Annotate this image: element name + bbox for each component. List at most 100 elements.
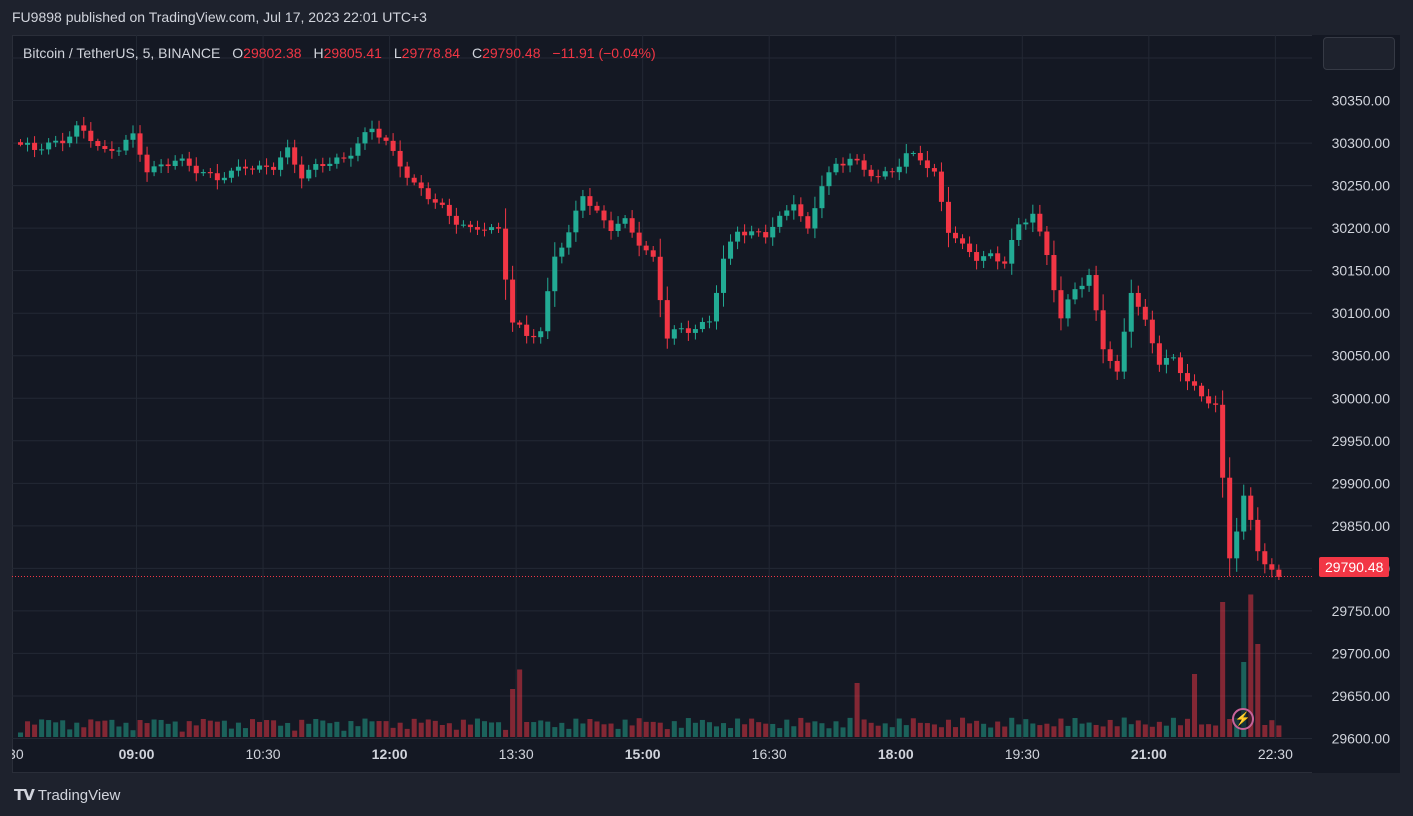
volume-bar <box>967 723 973 737</box>
candle-body <box>903 153 909 167</box>
price-tick-label: 30050.00 <box>1332 348 1391 364</box>
volume-bar <box>46 720 52 737</box>
volume-bar <box>334 721 340 737</box>
candle-body <box>418 182 424 189</box>
volume-bar <box>728 728 734 737</box>
candle-body <box>1149 319 1155 344</box>
time-tick-label: 16:30 <box>752 746 787 762</box>
candle-body <box>770 226 776 238</box>
brand[interactable]: 𝗧𝗩 TradingView <box>14 786 120 805</box>
volume-bar <box>636 718 642 737</box>
candle-body <box>1276 569 1282 577</box>
candle-body <box>151 166 157 173</box>
candle-body <box>629 218 635 233</box>
time-tick-label: 09:00 <box>119 746 155 762</box>
volume-bar <box>1135 720 1141 737</box>
candle-body <box>1206 396 1212 404</box>
volume-bar <box>200 718 206 737</box>
price-tick-label: 29950.00 <box>1332 433 1391 449</box>
candle-body <box>685 328 691 333</box>
volume-bar <box>453 729 459 737</box>
volume-bar <box>1262 725 1268 737</box>
candle-body <box>545 291 551 332</box>
candle-body <box>952 232 959 239</box>
volume-bar <box>1023 719 1029 737</box>
candle-body <box>1163 357 1169 365</box>
candle-body <box>264 165 270 167</box>
candle-body <box>875 176 881 178</box>
volume-bar <box>517 669 523 737</box>
candle-body <box>81 125 87 131</box>
candles[interactable] <box>18 116 1282 581</box>
volume-bar <box>481 721 488 737</box>
volume-bar <box>1170 717 1176 737</box>
volume-bar <box>587 719 593 737</box>
volume-bar <box>699 719 705 737</box>
candle-body <box>882 171 888 177</box>
price-scale-settings-button[interactable] <box>1323 37 1395 70</box>
candle-body <box>812 208 818 229</box>
time-tick-label: 10:30 <box>246 746 281 762</box>
candle-body <box>25 142 31 145</box>
candle-body <box>580 196 586 211</box>
candle-body <box>791 204 797 211</box>
volume-bar <box>1149 726 1155 737</box>
candle-body <box>172 160 178 167</box>
candle-body <box>362 132 368 144</box>
volume-bar <box>1072 718 1078 737</box>
volume-bar <box>1065 725 1071 737</box>
price-axis[interactable]: 29600.0029650.0029700.0029750.0029800.00… <box>1312 35 1400 773</box>
price-axis-bg <box>1312 35 1400 773</box>
candle-body <box>1079 285 1085 290</box>
candle-body <box>257 165 263 170</box>
volume-bar <box>271 720 277 737</box>
volume-bar <box>67 729 73 737</box>
volume-bar <box>446 723 452 737</box>
time-axis[interactable]: 7:30 09:00 10:30 12:00 13:30 15:00 16:30 18:00 1… <box>12 746 1293 762</box>
candle-body <box>341 157 347 159</box>
candle-body <box>165 164 171 167</box>
candlestick-chart[interactable]: 29600.0029650.0029700.0029750.0029800.00… <box>12 35 1400 773</box>
lightning-icon[interactable]: ⚡ <box>1232 708 1254 730</box>
candle-body <box>320 164 326 167</box>
volume-bar <box>650 721 656 737</box>
volume-bar <box>1241 662 1247 737</box>
candle-body <box>1156 343 1162 365</box>
volume-bar <box>981 723 987 737</box>
candle-body <box>411 177 417 183</box>
candle-body <box>721 258 727 293</box>
volume-bar <box>1079 723 1085 737</box>
volume-bar <box>81 727 87 737</box>
volume-bar <box>559 722 565 737</box>
price-tick-label: 30200.00 <box>1332 220 1391 236</box>
time-tick-label: 19:30 <box>1005 746 1040 762</box>
volume-bar <box>896 718 902 737</box>
candle-body <box>678 328 684 330</box>
volume-bar <box>1199 724 1205 737</box>
volume-bar <box>292 730 298 737</box>
volume-bar <box>988 727 994 737</box>
candle-body <box>995 253 1001 262</box>
time-tick-label: 15:00 <box>625 746 661 762</box>
candle-body <box>833 163 839 173</box>
candle-body <box>1177 357 1183 374</box>
candle-body <box>1086 275 1092 286</box>
chart-frame[interactable] <box>12 35 1400 773</box>
volume-bar <box>144 723 150 737</box>
volume-bar <box>1037 725 1043 737</box>
candle-body <box>692 329 698 333</box>
volume-bar <box>671 721 677 737</box>
candle-body <box>713 292 719 322</box>
candle-body <box>334 157 340 164</box>
volume-bar <box>770 723 776 737</box>
candle-body <box>95 141 101 147</box>
candle-body <box>299 164 305 179</box>
volume-bar <box>868 722 874 737</box>
volume-bar <box>721 723 727 737</box>
volume-bar <box>1192 674 1198 737</box>
volume-bar <box>439 724 445 737</box>
volume-bar <box>404 728 410 737</box>
candle-body <box>1220 404 1226 478</box>
candle-body <box>242 166 248 169</box>
volume-bar <box>158 719 164 737</box>
